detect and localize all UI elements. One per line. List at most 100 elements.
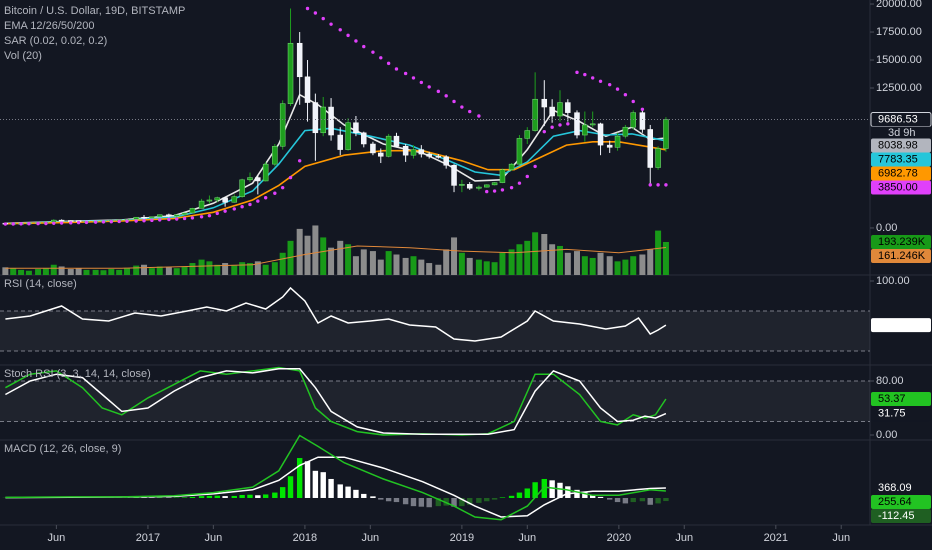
sar-dot xyxy=(59,221,64,225)
volume-bar xyxy=(156,266,163,275)
candle-body xyxy=(483,184,490,188)
histogram-bar xyxy=(524,488,530,498)
candle-body xyxy=(370,143,376,154)
sar-dot xyxy=(615,87,620,91)
sar-dot xyxy=(273,191,277,195)
y-tick-label: 100.00 xyxy=(876,275,910,287)
sar-dot xyxy=(362,44,366,49)
sar-dot xyxy=(460,105,464,109)
volume-bar xyxy=(393,254,400,275)
price-badge-label: 3850.00 xyxy=(878,181,918,193)
sar-dot xyxy=(263,196,268,200)
sar-dot xyxy=(19,222,23,226)
y-tick-label: 80.00 xyxy=(876,375,904,387)
histogram-bar xyxy=(614,497,621,503)
histogram-bar xyxy=(582,492,588,498)
candle-body xyxy=(614,135,621,148)
price-badge-label: 7783.35 xyxy=(878,153,918,165)
histogram-bar xyxy=(337,484,343,498)
volume-bar xyxy=(206,261,213,275)
price-badge-label: 193.239K xyxy=(878,236,926,248)
histogram-bar xyxy=(597,496,604,498)
y-tick-label: 0.00 xyxy=(876,429,897,441)
candle-body xyxy=(222,197,228,203)
sar-dot xyxy=(84,220,89,225)
volume-bar xyxy=(83,269,90,275)
price-badge xyxy=(871,494,931,509)
sar-dot xyxy=(175,217,179,221)
histogram-bar xyxy=(328,478,334,498)
sar-dot xyxy=(134,219,138,223)
volume-bar xyxy=(320,237,327,275)
sar-dot xyxy=(313,11,318,15)
volume-bar xyxy=(516,244,523,275)
volume-bar xyxy=(58,266,65,275)
sar-dot xyxy=(525,174,529,179)
histogram-bar xyxy=(189,496,196,498)
histogram-bar xyxy=(304,461,311,498)
histogram-bar xyxy=(239,495,245,498)
volume-bar xyxy=(75,268,82,275)
candle-body xyxy=(622,126,629,137)
histogram-bar xyxy=(484,497,490,502)
sar-dot xyxy=(394,67,399,71)
volume-bar xyxy=(573,251,580,275)
candle-body xyxy=(491,182,498,186)
volume-bar xyxy=(35,269,42,275)
candle-body xyxy=(296,42,303,78)
sar-dot xyxy=(590,76,595,80)
volume-bar xyxy=(402,257,409,275)
price-badge-label: 255.64 xyxy=(878,496,912,508)
histogram-bar xyxy=(663,497,669,502)
volume-bar xyxy=(148,268,155,275)
candle-body xyxy=(156,214,163,218)
candle-body xyxy=(393,135,400,147)
price-badge xyxy=(870,406,932,422)
pane-title: Stoch RSI (3, 3, 14, 14, close) xyxy=(4,368,151,380)
y-tick-label: 20000.00 xyxy=(876,0,922,10)
sar-dot xyxy=(648,183,652,187)
x-tick-label: Jun xyxy=(204,532,222,544)
sar-dot xyxy=(550,125,554,129)
volume-bar xyxy=(92,269,99,275)
candle-body xyxy=(287,42,294,104)
price-badge-label: 6982.78 xyxy=(878,167,918,179)
sar-dot xyxy=(321,16,325,21)
indicator-legend: EMA 12/26/50/200 xyxy=(4,20,95,32)
sar-dot xyxy=(329,22,333,26)
indicator-legend: Vol (20) xyxy=(4,50,42,62)
sar-dot xyxy=(379,56,383,60)
histogram-bar xyxy=(222,496,228,498)
x-tick-label: Jun xyxy=(675,532,693,544)
histogram-bar xyxy=(574,489,580,498)
histogram-bar xyxy=(622,497,629,504)
histogram-bar xyxy=(508,495,515,498)
histogram-bar xyxy=(589,495,596,498)
candle-body xyxy=(565,102,571,113)
histogram-bar xyxy=(247,494,253,498)
histogram-bar xyxy=(287,476,294,498)
volume-bar xyxy=(647,249,654,275)
sar-dot xyxy=(150,218,154,223)
candle-body xyxy=(639,112,646,130)
volume-bar xyxy=(116,269,123,275)
sar-dot xyxy=(444,94,448,98)
sar-dot xyxy=(354,39,358,43)
candle-body xyxy=(466,184,473,189)
histogram-bar xyxy=(410,497,417,507)
histogram-bar xyxy=(214,495,220,498)
sar-dot xyxy=(485,189,489,194)
band-fill xyxy=(0,311,870,351)
candle-body xyxy=(58,219,65,222)
sar-dot xyxy=(305,6,310,11)
volume-bar xyxy=(622,259,629,275)
sar-dot xyxy=(436,89,441,94)
volume-bar xyxy=(262,264,269,275)
volume-bar xyxy=(597,252,604,275)
candle-body xyxy=(361,132,367,145)
candle-body xyxy=(443,156,449,166)
sar-dot xyxy=(69,221,73,225)
volume-bar xyxy=(352,256,359,275)
candle-body xyxy=(426,153,432,157)
